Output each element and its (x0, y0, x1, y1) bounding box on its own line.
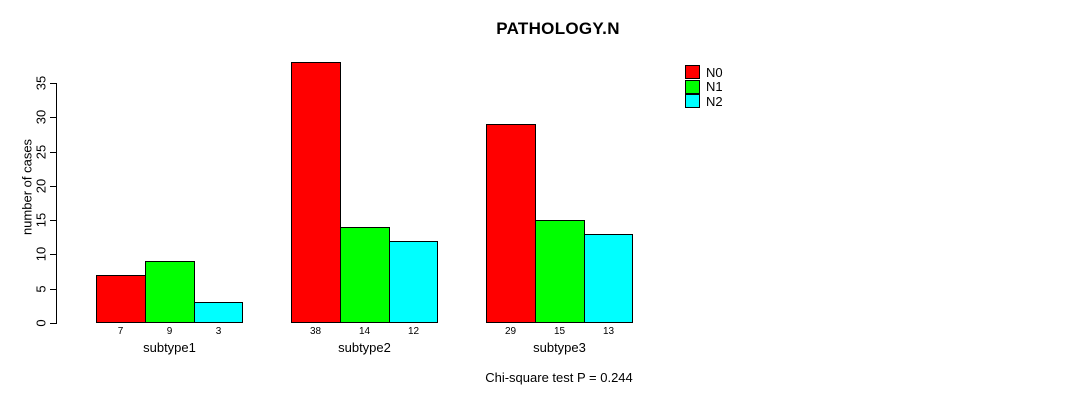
y-axis-tick (50, 117, 57, 119)
y-axis-tick-label: 15 (33, 212, 49, 228)
legend-item-n2: N2 (685, 94, 723, 109)
legend-label: N1 (706, 79, 723, 95)
y-axis-tick-label: 0 (33, 319, 49, 327)
y-axis-tick (50, 220, 57, 222)
legend-item-n1: N1 (685, 79, 723, 95)
legend-label: N0 (706, 64, 723, 80)
bar-value-label: 15 (553, 326, 566, 337)
y-axis-tick-label: 10 (33, 247, 49, 262)
y-axis-tick-label: 20 (33, 178, 49, 194)
legend: N0 N1 N2 (685, 65, 723, 109)
y-axis-tick-label: 5 (33, 285, 49, 293)
chi-square-annotation: Chi-square test P = 0.244 (485, 370, 633, 385)
legend-label: N2 (706, 93, 723, 109)
legend-swatch-icon (685, 79, 700, 94)
y-axis-tick-label: 30 (33, 110, 49, 125)
bar-n1-subtype1 (145, 261, 195, 323)
legend-item-n0: N0 (685, 65, 723, 80)
bar-n2-subtype1 (194, 302, 243, 323)
bar-value-label: 7 (117, 326, 124, 337)
bar-value-label: 12 (407, 326, 420, 337)
bar-value-label: 29 (504, 326, 517, 337)
bar-n0-subtype2 (291, 62, 341, 323)
y-axis-tick-label: 35 (33, 75, 49, 91)
bar-value-label: 3 (215, 326, 222, 337)
y-axis-tick (50, 254, 57, 256)
y-axis-tick (50, 323, 57, 324)
y-axis-tick (50, 83, 57, 84)
bar-value-label: 9 (166, 326, 173, 337)
y-axis-tick-label: 25 (33, 144, 49, 159)
y-axis-tick (50, 185, 57, 187)
legend-swatch-icon (685, 65, 700, 80)
bar-n0-subtype3 (486, 124, 536, 323)
bar-n1-subtype2 (340, 227, 390, 323)
category-label-subtype1: subtype1 (143, 340, 196, 355)
category-label-subtype2: subtype2 (338, 340, 391, 355)
bar-value-label: 38 (309, 326, 322, 337)
bar-n2-subtype2 (389, 241, 438, 323)
category-label-subtype3: subtype3 (533, 340, 586, 355)
y-axis-label: number of cases (19, 138, 35, 236)
y-axis-tick (50, 288, 57, 290)
y-axis-tick (50, 151, 57, 153)
bar-value-label: 13 (602, 326, 615, 337)
bar-n2-subtype3 (584, 234, 633, 323)
bar-value-label: 14 (358, 326, 371, 337)
legend-swatch-icon (685, 94, 700, 109)
y-axis-line (56, 83, 57, 323)
bar-n1-subtype3 (535, 220, 585, 323)
bar-n0-subtype1 (96, 275, 146, 323)
chart-title: PATHOLOGY.N (496, 19, 620, 38)
